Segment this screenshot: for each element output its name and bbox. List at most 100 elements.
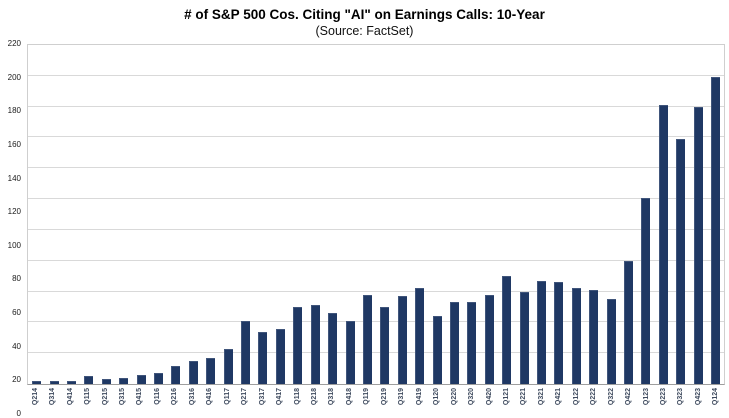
x-tick-label: Q419 (415, 388, 423, 406)
bar-Q322 (606, 299, 616, 384)
x-tick: Q122 (568, 388, 585, 405)
bar-Q419 (415, 288, 425, 384)
x-tick-label: Q120 (433, 388, 441, 406)
x-tick-label: Q119 (363, 388, 371, 405)
bar-Q314 (49, 380, 59, 384)
bar-Q321 (536, 280, 546, 384)
y-tick-label: 80 (12, 274, 21, 284)
bar-column (672, 45, 689, 384)
bar-Q220 (449, 302, 459, 384)
x-tick-label: Q321 (537, 388, 545, 406)
x-tick: Q417 (271, 388, 288, 405)
x-tick-label: Q223 (660, 388, 668, 406)
x-tick-label: Q220 (450, 388, 458, 406)
x-tick-label: Q218 (310, 388, 318, 406)
x-tick-label: Q318 (328, 388, 336, 406)
bar-Q418 (345, 320, 355, 384)
x-tick: Q221 (516, 388, 533, 405)
bar-Q124 (711, 77, 721, 384)
x-tick-label: Q121 (502, 388, 510, 406)
x-tick-label: Q322 (607, 388, 615, 406)
bar-column (45, 45, 62, 384)
bar-Q120 (432, 316, 442, 384)
bar-column (80, 45, 97, 384)
bar-column (324, 45, 341, 384)
bar-column (272, 45, 289, 384)
bar-column (655, 45, 672, 384)
x-tick: Q115 (79, 388, 96, 405)
bar-column (689, 45, 706, 384)
x-tick-label: Q417 (276, 388, 284, 406)
x-tick-label: Q122 (572, 388, 580, 406)
x-tick: Q119 (359, 388, 376, 405)
bar-column (446, 45, 463, 384)
x-tick-label: Q214 (31, 388, 39, 406)
bar-column (481, 45, 498, 384)
x-tick-label: Q317 (258, 388, 266, 406)
bar-column (167, 45, 184, 384)
bar-column (132, 45, 149, 384)
bar-column (394, 45, 411, 384)
x-tick-label: Q221 (520, 388, 528, 406)
bar-Q417 (275, 328, 285, 384)
x-tick: Q419 (411, 388, 428, 405)
y-tick-label: 100 (7, 240, 21, 250)
x-tick-label: Q421 (555, 388, 563, 406)
bar-Q118 (293, 306, 303, 384)
bar-column (202, 45, 219, 384)
y-axis: 0 20 40 60 80 100 120 140 160 180 200 220 (0, 39, 24, 418)
bar-Q123 (641, 197, 651, 384)
x-tick: Q421 (551, 388, 568, 405)
x-tick-label: Q123 (642, 388, 650, 406)
bar-Q214 (32, 380, 42, 384)
x-tick: Q422 (620, 388, 637, 405)
y-tick-label: 120 (7, 207, 21, 217)
bar-column (115, 45, 132, 384)
x-tick-label: Q115 (84, 388, 92, 405)
x-tick: Q420 (481, 388, 498, 405)
x-tick: Q124 (708, 388, 725, 405)
bar-Q221 (519, 291, 529, 384)
x-tick: Q214 (27, 388, 44, 405)
bar-Q316 (188, 360, 198, 384)
bar-Q415 (136, 374, 146, 384)
bar-Q420 (484, 294, 494, 384)
gridline (28, 228, 724, 230)
bar-column (359, 45, 376, 384)
y-tick-label: 160 (7, 139, 21, 149)
x-tick-label: Q117 (223, 388, 231, 405)
x-tick: Q316 (184, 388, 201, 405)
x-tick: Q223 (655, 388, 672, 405)
bars (28, 45, 724, 384)
x-tick: Q121 (498, 388, 515, 405)
x-tick: Q120 (428, 388, 445, 405)
bar-column (219, 45, 236, 384)
bar-Q217 (241, 320, 251, 384)
y-tick-label: 180 (7, 106, 21, 116)
bar-Q215 (101, 379, 111, 384)
x-tick-label: Q215 (101, 388, 109, 406)
x-tick: Q318 (324, 388, 341, 405)
bar-column (307, 45, 324, 384)
x-tick-label: Q320 (468, 388, 476, 406)
bar-column (463, 45, 480, 384)
x-tick: Q423 (690, 388, 707, 405)
bar-Q317 (258, 331, 268, 384)
y-tick-label: 40 (12, 341, 21, 351)
bar-Q423 (693, 106, 703, 384)
x-tick: Q116 (149, 388, 166, 405)
bar-column (568, 45, 585, 384)
x-tick: Q314 (44, 388, 61, 405)
bar-Q117 (223, 348, 233, 384)
bar-column (63, 45, 80, 384)
bar-Q116 (154, 373, 164, 384)
page-title: # of S&P 500 Cos. Citing "AI" on Earning… (184, 7, 545, 22)
gridline (28, 167, 724, 169)
x-tick-label: Q219 (380, 388, 388, 406)
x-axis: Q214 Q314 Q414 Q115 Q215 Q315 Q415 Q116 Q216 Q316… (27, 388, 725, 414)
bar-column (585, 45, 602, 384)
gridline (28, 321, 724, 323)
x-tick-label: Q319 (398, 388, 406, 406)
x-tick-label: Q216 (171, 388, 179, 406)
bar-column (376, 45, 393, 384)
